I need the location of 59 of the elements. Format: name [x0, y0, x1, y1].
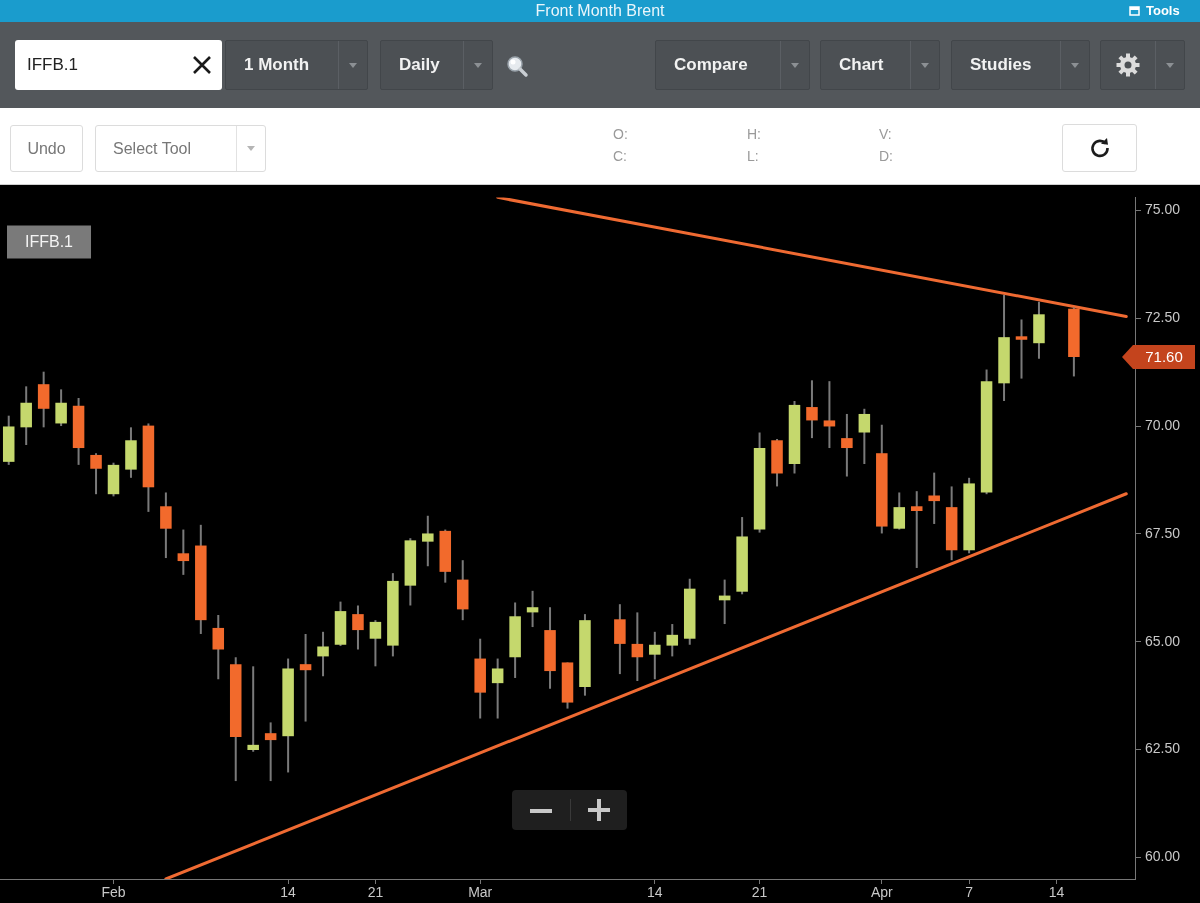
- y-tick-label: 70.00: [1145, 416, 1181, 433]
- dropdown-button: Chart: [820, 40, 940, 90]
- dropdown-button: Studies: [951, 40, 1090, 90]
- annotation: IFFB.1: [25, 232, 74, 250]
- candlestick: [823, 380, 836, 450]
- candlestick: [806, 379, 818, 440]
- text: D:: [879, 148, 893, 164]
- y-tick-label: 72.50: [1145, 309, 1181, 326]
- candlestick: [247, 665, 259, 753]
- x-tick-label: Apr: [870, 884, 894, 901]
- text: O:: [613, 126, 628, 142]
- text: H:: [747, 126, 761, 142]
- x-tick-label: 7: [965, 884, 974, 901]
- y-tick-label: 67.50: [1145, 524, 1181, 541]
- text: V:: [879, 126, 892, 142]
- y-tick-label: 65.00: [1145, 632, 1181, 649]
- dropdown-button: Select Tool: [95, 125, 266, 172]
- candlestick: [841, 412, 853, 478]
- candlestick: [160, 491, 172, 560]
- candlestick: [893, 491, 906, 531]
- text: L:: [747, 148, 759, 164]
- y-tick-label: 60.00: [1145, 848, 1181, 865]
- button: Undo: [10, 125, 83, 172]
- x-tick-label: Feb: [101, 884, 126, 901]
- candlestick: [910, 490, 923, 569]
- candlestick: [928, 471, 940, 525]
- text: C:: [613, 148, 627, 164]
- candlestick: [526, 589, 539, 629]
- dropdown-button: Daily: [380, 40, 493, 90]
- candlestick: [317, 630, 329, 678]
- candlestick: [369, 619, 382, 668]
- candlestick: [352, 604, 364, 651]
- candlestick: [666, 623, 679, 658]
- x-tick-label: 14: [647, 884, 663, 901]
- chart-title: Front Month Brent: [535, 2, 665, 20]
- candlestick: [649, 630, 661, 681]
- y-tick-label: 75.00: [1145, 201, 1181, 218]
- candlestick: [631, 611, 644, 682]
- candlestick: [212, 613, 225, 681]
- dropdown-button: Compare: [655, 40, 810, 90]
- dropdown-button: 1 Month: [225, 40, 368, 90]
- x-tick-label: 14: [280, 884, 297, 901]
- x-tick-label: 21: [751, 884, 768, 901]
- candlestick: [299, 632, 312, 723]
- text-field: IFFB.1: [15, 40, 222, 90]
- candlestick: [90, 452, 102, 496]
- x-tick-label: 14: [1048, 884, 1065, 901]
- text: 71.60: [1145, 348, 1183, 366]
- candlestick: [264, 721, 277, 783]
- candlestick: [177, 528, 190, 576]
- y-tick-label: 62.50: [1145, 740, 1181, 757]
- candlestick: [858, 407, 871, 465]
- candlestick: [55, 388, 67, 428]
- candlestick: [422, 514, 434, 568]
- candlestick: [491, 657, 504, 720]
- candlestick: [1015, 318, 1028, 380]
- x-tick-label: 21: [367, 884, 384, 901]
- text: Tools: [1146, 3, 1180, 19]
- x-tick-label: Mar: [468, 884, 493, 901]
